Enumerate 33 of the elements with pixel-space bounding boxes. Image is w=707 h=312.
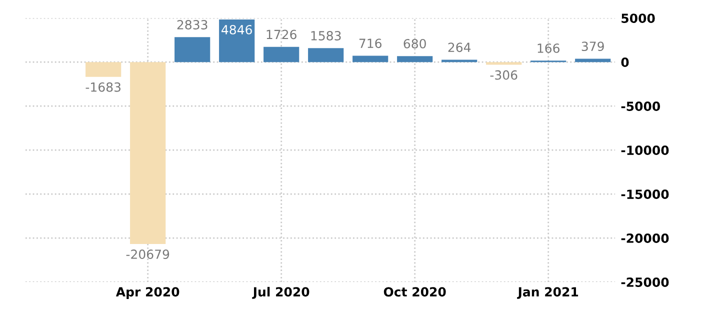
y-tick-label: 5000: [622, 14, 655, 24]
bar: [264, 46, 300, 62]
x-tick-label: Jul 2020: [252, 286, 310, 299]
data-label: -306: [490, 70, 518, 80]
y-tick-label: -15000: [621, 190, 669, 199]
y-tick-label: -5000: [621, 102, 660, 112]
data-label: 1583: [311, 31, 341, 40]
data-label: 4846: [222, 24, 252, 34]
bar: [308, 48, 344, 62]
bar: [486, 62, 522, 65]
data-label: -1683: [86, 82, 120, 92]
data-label: 166: [538, 43, 560, 53]
y-tick-label: -20000: [621, 234, 669, 243]
bar: [397, 56, 433, 62]
data-label: 716: [359, 38, 382, 48]
x-tick-label: Apr 2020: [116, 287, 180, 300]
y-tick-label: 0: [621, 58, 629, 68]
bar: [352, 56, 388, 62]
bar: [575, 58, 611, 62]
bar: [174, 37, 210, 62]
x-tick-label: Jan 2021: [517, 287, 578, 299]
data-label: -20679: [126, 250, 170, 259]
bar: [219, 19, 255, 62]
x-tick-label: Oct 2020: [384, 287, 446, 297]
bar: [86, 62, 122, 77]
data-label: 264: [448, 42, 471, 52]
data-label: 379: [582, 42, 604, 52]
y-tick-label: -10000: [621, 146, 669, 155]
y-tick-label: -25000: [621, 278, 669, 287]
data-label: 680: [404, 38, 426, 48]
bar: [130, 62, 166, 244]
data-label: 1726: [266, 30, 296, 40]
data-label: 2833: [177, 20, 208, 30]
